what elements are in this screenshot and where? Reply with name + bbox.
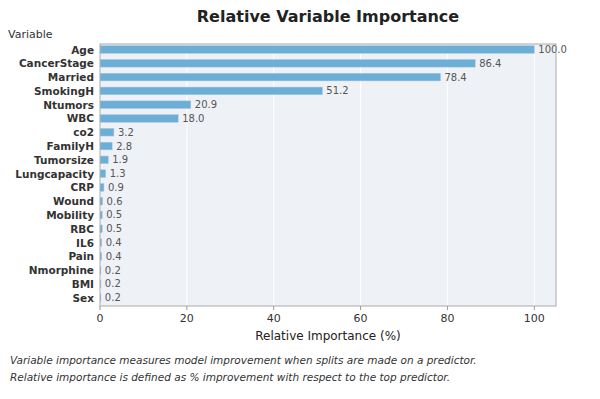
- x-tick: [100, 306, 101, 310]
- bars: [100, 46, 534, 302]
- bar: [100, 170, 106, 178]
- y-tick-label: BMI: [72, 278, 94, 290]
- y-tick-label: SmokingH: [34, 85, 94, 97]
- x-tick-label: 20: [180, 312, 194, 325]
- data-label: 0.2: [105, 278, 121, 289]
- data-label: 0.4: [106, 251, 122, 262]
- data-label: 2.8: [116, 141, 132, 152]
- title: Relative Variable Importance: [197, 7, 460, 26]
- grid-line: [360, 44, 361, 306]
- bar: [100, 184, 104, 192]
- y-tick-label: Sex: [73, 292, 95, 304]
- y-tick-label: co2: [73, 126, 94, 138]
- y-tick-label: IL6: [76, 237, 94, 249]
- footnote: Relative importance is defined as % impr…: [10, 371, 450, 383]
- x-tick: [447, 306, 448, 310]
- y-tick-label: WBC: [67, 112, 95, 124]
- x-tick-label: 80: [440, 312, 454, 325]
- data-label: 86.4: [479, 58, 501, 69]
- bar: [100, 128, 114, 136]
- y-tick-label: Tumorsize: [34, 154, 94, 166]
- x-tick-label: 40: [267, 312, 281, 325]
- y-tick-label: CRP: [71, 181, 95, 193]
- data-label: 3.2: [118, 127, 134, 138]
- data-label: 18.0: [182, 113, 204, 124]
- bar: [100, 156, 108, 164]
- plot-background: [100, 44, 556, 306]
- bar: [100, 142, 112, 150]
- plot-frame: [100, 44, 556, 306]
- y-tick-label: Ntumors: [43, 99, 94, 111]
- chart: 0.2 0.2 0.2 0.4 0.4 0.5 0.5 0.6 0.9 1.3 1.9 2.8 3.2 1…: [0, 0, 600, 399]
- y-tick-label: Lungcapacity: [15, 168, 94, 180]
- footnote: Variable importance measures model impro…: [10, 354, 477, 366]
- y-tick-label: CancerStage: [19, 57, 94, 69]
- data-label: 0.5: [106, 223, 122, 234]
- bar: [100, 87, 322, 95]
- data-label: 100.0: [538, 44, 567, 55]
- x-tick-label: 60: [354, 312, 368, 325]
- bar: [100, 46, 534, 54]
- x-tick: [273, 306, 274, 310]
- y-tick-label: RBC: [70, 223, 94, 235]
- x-tick-label: 0: [97, 312, 104, 325]
- grid-line: [534, 44, 535, 306]
- data-label: 0.2: [105, 265, 121, 276]
- y-tick-label: Nmorphine: [29, 264, 94, 276]
- data-label: 1.9: [112, 154, 128, 165]
- data-label: 0.2: [105, 292, 121, 303]
- data-label: 78.4: [444, 72, 466, 83]
- x-tick: [360, 306, 361, 310]
- y-axis-label: Variable: [8, 28, 53, 41]
- y-tick-label: Pain: [68, 250, 94, 262]
- x-tick-label: 100: [524, 312, 545, 325]
- data-label: 0.5: [106, 209, 122, 220]
- y-tick-label: FamilyH: [47, 140, 94, 152]
- x-tick: [534, 306, 535, 310]
- y-tick-label: Married: [48, 71, 94, 83]
- data-label: 20.9: [195, 99, 217, 110]
- grid-line: [447, 44, 448, 306]
- data-label: 1.3: [110, 168, 126, 179]
- bar: [100, 101, 191, 109]
- y-tick-label: Wound: [53, 195, 94, 207]
- data-label: 0.6: [107, 196, 123, 207]
- data-label: 0.4: [106, 237, 122, 248]
- bar: [100, 73, 440, 81]
- y-tick-label: Age: [71, 44, 94, 56]
- data-label: 51.2: [326, 85, 348, 96]
- grid-line: [273, 44, 274, 306]
- grid-line: [186, 44, 187, 306]
- y-tick-label: Mobility: [46, 209, 94, 221]
- x-axis-label: Relative Importance (%): [255, 329, 401, 343]
- data-label: 0.9: [108, 182, 124, 193]
- x-tick: [186, 306, 187, 310]
- bar: [100, 115, 178, 123]
- bar: [100, 60, 475, 68]
